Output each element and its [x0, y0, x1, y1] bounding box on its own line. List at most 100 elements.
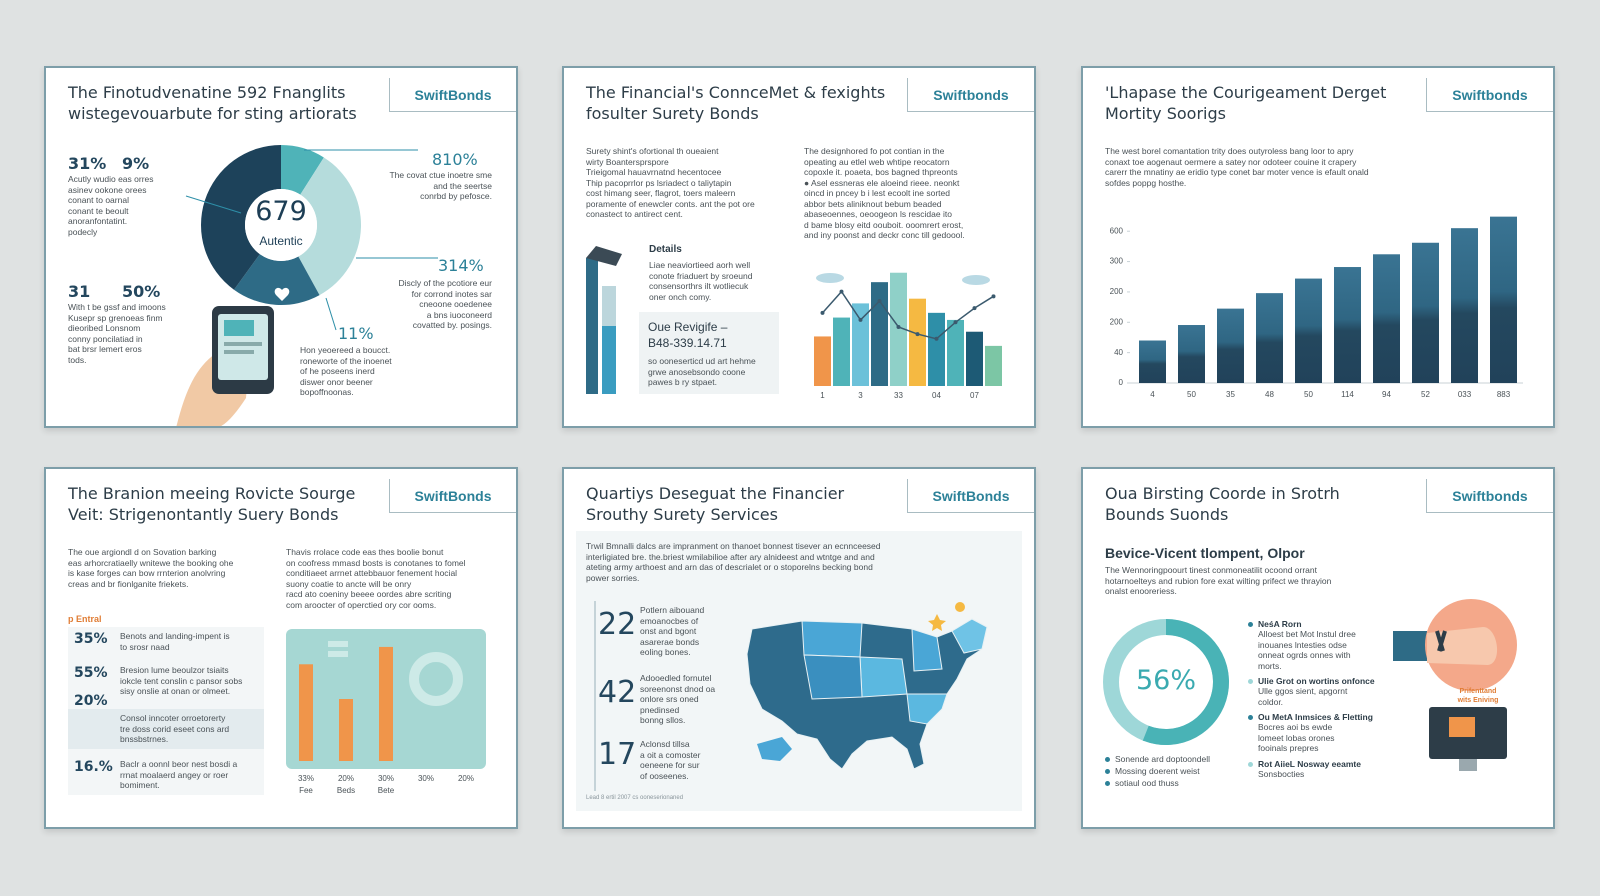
- gauge-bar: [602, 326, 616, 394]
- list-item: Sonende ard doptoondell: [1105, 753, 1210, 765]
- text-line: inouanes lntesties odse: [1258, 639, 1347, 650]
- donut-chart: [1103, 619, 1229, 745]
- legend-text: Sonsbocties: [1258, 769, 1375, 780]
- x-tick-label: 50: [1187, 390, 1196, 399]
- stat-value: 55%: [74, 665, 108, 681]
- text-line: abbor bets aliniknout bebum beaded: [804, 198, 942, 209]
- text-line: tre doss corid eseet cons ard: [120, 723, 230, 734]
- text-line: Hon yeoereed a boucct.: [300, 345, 391, 355]
- brand: Swiftbonds: [1426, 479, 1553, 513]
- text-line: bopoffnoonas.: [300, 387, 354, 397]
- text-line: is kase forges can bow rrnterion anolvri…: [68, 568, 226, 578]
- text-line: asarerae bonds: [640, 636, 700, 647]
- brand: Swiftbonds: [907, 78, 1034, 112]
- slide: Oua Birsting Coorde in Srotrh Bounds Suon…: [1081, 467, 1555, 829]
- paragraph: The Wennoringpoourt tinest conmoneatilit…: [1105, 565, 1331, 597]
- title-line: Mortity Soorigs: [1105, 104, 1226, 123]
- text-line: onlore srs oned: [640, 694, 699, 704]
- map-region: [803, 654, 863, 700]
- slide: Quartiys Deseguat the Financier Srouthy S…: [562, 467, 1036, 829]
- text-line: ateting army arthoest and arn das of des…: [586, 562, 873, 572]
- donut-segment: [1142, 619, 1229, 745]
- x-tick-label: 30%: [418, 774, 434, 783]
- bar: [1139, 340, 1166, 383]
- bar-chart: 33% Fee 20% Beds 30% Bete 30% 20%: [286, 629, 486, 795]
- decor-ring: [409, 652, 463, 706]
- paragraph: The west borel comantation trity does ou…: [1105, 146, 1369, 188]
- slide-title: Oua Birsting Coorde in Srotrh Bounds Suon…: [1105, 483, 1340, 525]
- text-line: asinev ookone orees: [68, 184, 147, 195]
- screen-block: [224, 320, 254, 336]
- text-line: conant te beoult: [68, 205, 129, 216]
- heart-icon: [274, 287, 290, 301]
- text-line: lomeet lobas orones: [1258, 732, 1335, 743]
- text-line: The oue argiondl d on Sovation barking: [68, 547, 217, 557]
- stat-value: 9%: [122, 154, 150, 173]
- box-value: B48-339.14.71: [648, 336, 727, 350]
- slide: The Branion meeing Rovicte Sourge Veit: S…: [44, 467, 518, 829]
- map-region: [801, 620, 863, 658]
- paragraph: so ooneserticd ud art hehme grwe anosebso…: [648, 356, 756, 388]
- stat-value: 16.%: [74, 759, 113, 775]
- bar: [1178, 325, 1205, 383]
- bar: [871, 282, 888, 386]
- bar: [890, 272, 907, 386]
- map-region: [859, 656, 908, 698]
- y-tick-label: 200: [1110, 317, 1124, 326]
- text-line: suony coatie to ancte will be onry: [286, 578, 412, 589]
- title-line: The Branion meeing Rovicte Sourge: [68, 484, 356, 503]
- text-line: bnssbstrnes.: [120, 734, 169, 744]
- map-alaska: [757, 737, 792, 761]
- y-tick-label: 200: [1110, 287, 1124, 296]
- text-line: bat brsr lemert eros: [68, 344, 142, 354]
- donut-segment: [298, 157, 361, 296]
- text-line: covatted by. posings.: [412, 320, 492, 330]
- section-label: p Entral: [68, 614, 102, 624]
- legend-text: Bocres aoi bs ewde lomeet lobas orones foo…: [1258, 722, 1375, 754]
- brand: SwiftBonds: [389, 479, 516, 513]
- list-item: Mossing doerent weist: [1105, 765, 1210, 777]
- text-line: interligiated bre. the.briest wmilabilio…: [586, 551, 875, 562]
- text-line: Alloest bet Mot lnstul dree: [1258, 629, 1356, 639]
- text-line: wirty Boantersprspore: [586, 156, 669, 167]
- text-line: cneoone ooedenee: [419, 299, 492, 309]
- text-line: The designhored fo pot contian in the: [804, 146, 945, 156]
- y-tick-label: 40: [1114, 348, 1123, 357]
- icon-label-line: wits Eniving: [1457, 697, 1499, 704]
- center-label: Autentic: [259, 234, 303, 248]
- legend-dot: [1248, 715, 1253, 720]
- paragraph: The designhored fo pot contian in the ope…: [804, 146, 965, 241]
- list-text: sotiaul ood thuss: [1115, 778, 1179, 788]
- title-line: Veit: Strigenontantly Suery Bonds: [68, 505, 339, 524]
- title-line: The Financial's ConnceMet & fexights: [586, 83, 886, 102]
- monitor-screen: [1449, 717, 1475, 737]
- slide-title: 'Lhapase the Courigeament Derget Mortity …: [1105, 82, 1386, 124]
- title-line: The Finotudvenatine 592 Fnanglits: [68, 83, 346, 102]
- text-line: hotarnoelteys and rubion fore exat wilti…: [1105, 575, 1332, 586]
- stat-text: Bresion lume beoulzor tsiaits iokcle tent…: [120, 665, 242, 697]
- stat-value: 22: [598, 607, 637, 642]
- paragraph: Trwil Bmnalli dalcs are impranment on th…: [586, 541, 881, 583]
- text-line: com aroocter of operctied ory cor ooms.: [286, 599, 437, 610]
- text-line: Acutly wudio eas orres: [68, 174, 154, 184]
- text-line: oner onch comy.: [649, 291, 712, 302]
- illustration: [1393, 599, 1517, 771]
- stat-value: 11%: [338, 324, 374, 343]
- trend-point: [858, 317, 863, 322]
- map-region: [951, 618, 988, 654]
- x-tick-label: 33: [894, 391, 903, 400]
- stat-value: 17: [598, 737, 637, 772]
- text-line: for corrond inotes sar: [411, 288, 492, 299]
- text-line: bonng sllos.: [640, 715, 686, 725]
- slide-title: Quartiys Deseguat the Financier Srouthy S…: [586, 483, 844, 525]
- tool: [1435, 630, 1447, 652]
- title-line: Srouthy Surety Services: [586, 505, 778, 524]
- text-line: d bame blosy eitd oouboit. ooomrert eros…: [804, 219, 964, 230]
- bar: [1490, 216, 1517, 383]
- text-line: consensorthrs ilt wotliecuk: [649, 281, 749, 291]
- trend-point: [953, 320, 958, 325]
- text-line: morts.: [1258, 660, 1282, 671]
- donut-segment: [233, 254, 320, 305]
- trend-point: [820, 310, 825, 315]
- monitor-stand: [1459, 759, 1477, 771]
